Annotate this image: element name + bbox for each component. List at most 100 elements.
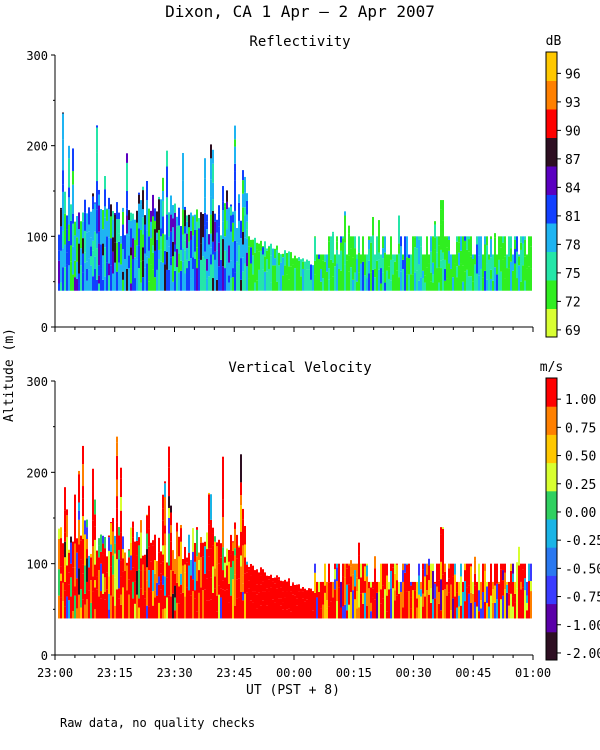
data-cell <box>318 259 320 291</box>
data-cell <box>86 280 88 291</box>
data-cell <box>208 492 210 495</box>
data-cell <box>522 587 524 619</box>
data-cell <box>228 549 230 562</box>
colorbar-tick-label: -0.50 <box>565 562 600 577</box>
data-cell <box>440 268 442 291</box>
data-cell <box>186 587 188 619</box>
data-cell <box>60 581 62 598</box>
data-cell <box>362 603 364 619</box>
data-cell <box>244 176 246 193</box>
data-cell <box>354 586 356 600</box>
data-cell <box>70 596 72 619</box>
colorbar-swatch <box>546 251 557 281</box>
data-cell <box>456 607 458 619</box>
colorbar-swatch <box>546 109 557 138</box>
data-cell <box>78 568 80 595</box>
data-cell <box>384 589 386 619</box>
data-cell <box>374 277 376 291</box>
data-cell <box>510 261 512 291</box>
data-cell <box>246 200 248 215</box>
data-cell <box>388 589 390 619</box>
data-cell <box>160 563 162 574</box>
data-cell <box>238 597 240 619</box>
data-cell <box>490 239 492 258</box>
data-cell <box>92 276 94 291</box>
colorbar-tick-label: 72 <box>565 295 581 310</box>
data-cell <box>158 576 160 585</box>
data-cell <box>120 594 122 605</box>
data-cell <box>360 563 362 578</box>
data-cell <box>344 604 346 619</box>
data-cell <box>202 213 204 238</box>
data-cell <box>118 598 120 619</box>
figure-title: Dixon, CA 1 Apr — 2 Apr 2007 <box>165 2 435 21</box>
data-cell <box>138 268 140 291</box>
data-cell <box>338 587 340 619</box>
data-cell <box>128 255 130 269</box>
data-cell <box>386 611 388 619</box>
data-cell <box>328 563 330 583</box>
data-cell <box>184 564 186 573</box>
data-cell <box>64 581 66 591</box>
data-cell <box>522 265 524 291</box>
data-cell <box>136 222 138 246</box>
data-field <box>58 436 532 619</box>
data-cell <box>512 270 514 291</box>
data-cell <box>128 210 130 221</box>
data-cell <box>262 600 264 619</box>
data-cell <box>480 239 482 269</box>
data-cell <box>218 266 220 291</box>
data-cell <box>426 244 428 268</box>
data-cell <box>306 269 308 291</box>
data-cell <box>186 221 188 234</box>
data-cell <box>88 207 90 225</box>
data-cell <box>62 112 64 114</box>
data-cell <box>438 245 440 268</box>
data-cell <box>106 208 108 210</box>
data-cell <box>300 591 302 619</box>
data-cell <box>166 269 168 291</box>
data-cell <box>246 564 248 573</box>
data-cell <box>154 250 156 278</box>
data-cell <box>312 591 314 611</box>
data-cell <box>296 584 298 599</box>
colorbar-tick-label: 87 <box>565 153 581 168</box>
data-cell <box>438 591 440 604</box>
data-cell <box>62 267 64 291</box>
data-cell <box>396 595 398 619</box>
data-cell <box>150 542 152 562</box>
data-cell <box>334 589 336 619</box>
data-cell <box>432 262 434 275</box>
data-cell <box>304 263 306 291</box>
data-cell <box>454 563 456 575</box>
data-cell <box>212 210 214 242</box>
data-cell <box>254 252 256 283</box>
data-cell <box>74 494 76 513</box>
data-cell <box>452 277 454 291</box>
colorbar-tick-label: 81 <box>565 210 581 225</box>
data-cell <box>406 257 408 275</box>
data-cell <box>64 487 66 489</box>
data-cell <box>220 543 222 558</box>
x-tick-label: 23:00 <box>37 666 73 680</box>
data-cell <box>168 212 170 214</box>
data-cell <box>432 282 434 291</box>
data-cell <box>100 591 102 599</box>
data-cell <box>172 205 174 219</box>
data-cell <box>358 236 360 253</box>
data-cell <box>438 282 440 291</box>
data-cell <box>86 527 88 540</box>
data-cell <box>378 252 380 260</box>
data-cell <box>510 248 512 262</box>
data-cell <box>176 216 178 227</box>
data-cell <box>464 570 466 582</box>
data-cell <box>180 584 182 594</box>
data-cell <box>478 255 480 276</box>
data-cell <box>526 602 528 611</box>
data-cell <box>300 259 302 277</box>
data-cell <box>72 213 74 224</box>
data-cell <box>62 220 64 231</box>
data-cell <box>66 596 68 619</box>
data-cell <box>156 561 158 583</box>
